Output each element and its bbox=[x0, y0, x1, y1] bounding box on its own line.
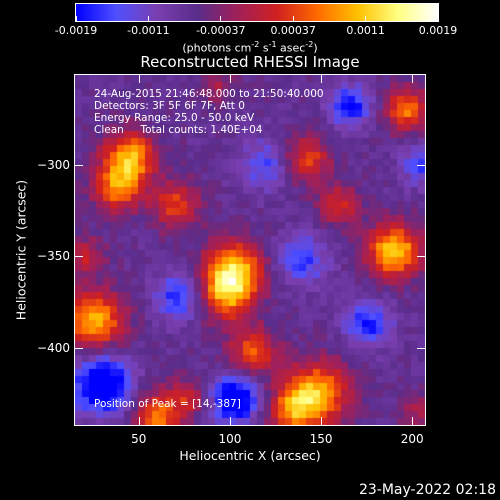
colorbar bbox=[75, 3, 439, 22]
colorbar-tick-label: 0.0011 bbox=[346, 24, 385, 37]
x-tick-mark bbox=[229, 75, 231, 83]
y-tick-mark bbox=[417, 164, 425, 166]
colorbar-tick-label: -0.0011 bbox=[127, 24, 170, 37]
y-tick-mark bbox=[75, 256, 83, 258]
y-tick-mark bbox=[417, 256, 425, 258]
y-tick-label: −400 bbox=[37, 341, 70, 356]
colorbar-tick-label: 0.00037 bbox=[270, 24, 316, 37]
x-tick-label: 100 bbox=[218, 432, 242, 446]
x-tick-mark bbox=[229, 417, 231, 425]
colorbar-gradient bbox=[76, 4, 438, 21]
x-tick-mark bbox=[321, 417, 323, 425]
info-line-1: 24-Aug-2015 21:46:48.000 to 21:50:40.000 bbox=[94, 88, 324, 100]
x-tick-mark bbox=[138, 417, 140, 425]
colorbar-tick-mark bbox=[75, 16, 77, 22]
y-tick-mark bbox=[75, 164, 83, 166]
colorbar-tick-label: -0.0019 bbox=[54, 24, 98, 37]
chart-title: Reconstructed RHESSI Image bbox=[140, 53, 360, 71]
info-line-4: Clean Total counts: 1.40E+04 bbox=[94, 124, 263, 136]
colorbar-tick-label: 0.0019 bbox=[418, 24, 458, 37]
info-line-2: Detectors: 3F 5F 6F 7F, Att 0 bbox=[94, 100, 245, 112]
peak-position: Position of Peak = [14,-387] bbox=[94, 398, 241, 410]
y-tick-mark bbox=[417, 348, 425, 350]
x-tick-mark bbox=[412, 417, 414, 425]
timestamp: 23-May-2022 02:18 bbox=[358, 482, 496, 498]
colorbar-unit-label: (photons cm-2 s-1 asec-2) bbox=[182, 40, 318, 55]
x-tick-label: 150 bbox=[309, 432, 333, 446]
y-tick-mark bbox=[75, 348, 83, 350]
colorbar-tick-mark bbox=[220, 16, 222, 22]
colorbar-tick-mark bbox=[365, 16, 367, 22]
x-tick-mark bbox=[412, 75, 414, 83]
colorbar-tick-mark bbox=[437, 16, 439, 22]
image-plot bbox=[74, 74, 426, 426]
colorbar-tick-mark bbox=[147, 16, 149, 22]
colorbar-tick-label: -0.00037 bbox=[196, 24, 246, 37]
y-tick-label: −300 bbox=[37, 157, 70, 172]
rhessi-heatmap bbox=[75, 75, 425, 425]
colorbar-tick-mark bbox=[292, 16, 294, 22]
x-axis-label: Heliocentric X (arcsec) bbox=[179, 448, 321, 463]
x-tick-mark bbox=[138, 75, 140, 83]
x-tick-label: 200 bbox=[400, 432, 424, 446]
y-tick-label: −350 bbox=[37, 249, 70, 264]
x-tick-label: 50 bbox=[131, 432, 147, 446]
info-line-3: Energy Range: 25.0 - 50.0 keV bbox=[94, 112, 255, 124]
y-axis-label: Heliocentric Y (arcsec) bbox=[13, 179, 29, 321]
x-tick-mark bbox=[321, 75, 323, 83]
